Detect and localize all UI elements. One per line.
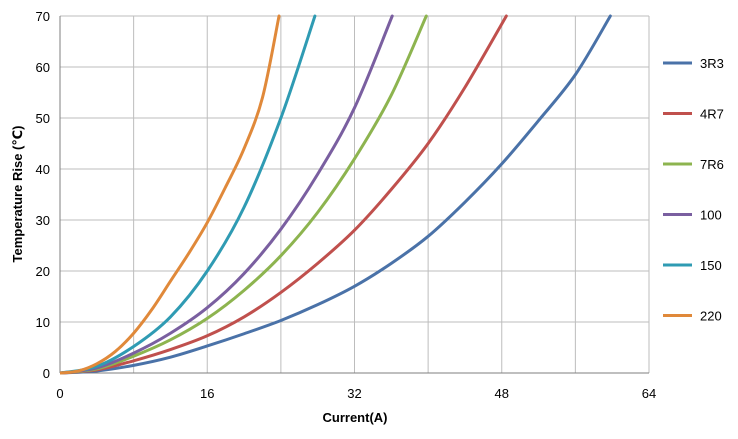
series-line-150 bbox=[60, 14, 317, 375]
x-tick-label: 32 bbox=[347, 386, 361, 401]
y-tick-label: 60 bbox=[36, 60, 50, 75]
x-tick-label: 48 bbox=[495, 386, 509, 401]
y-tick-label: 30 bbox=[36, 213, 50, 228]
y-axis-ticks: 0 10 20 30 40 50 60 70 bbox=[36, 9, 50, 381]
legend-label-7R6: 7R6 bbox=[700, 157, 724, 172]
legend-label-100: 100 bbox=[700, 208, 722, 223]
series-lines bbox=[60, 14, 612, 375]
legend-label-3R3: 3R3 bbox=[700, 56, 724, 71]
series-line-100 bbox=[60, 14, 394, 375]
x-axis-ticks: 0 16 32 48 64 bbox=[56, 386, 656, 401]
legend-label-4R7: 4R7 bbox=[700, 107, 724, 122]
series-line-3R3 bbox=[60, 14, 612, 375]
y-tick-label: 10 bbox=[36, 315, 50, 330]
y-tick-label: 0 bbox=[43, 366, 50, 381]
series-line-220 bbox=[60, 14, 281, 375]
x-tick-label: 0 bbox=[56, 386, 63, 401]
x-tick-label: 64 bbox=[642, 386, 656, 401]
y-tick-label: 40 bbox=[36, 162, 50, 177]
series-line-7R6 bbox=[60, 14, 428, 375]
x-tick-label: 16 bbox=[200, 386, 214, 401]
grid bbox=[59, 15, 650, 374]
legend-label-150: 150 bbox=[700, 258, 722, 273]
legend: 3R3 4R7 7R6 100 150 220 bbox=[663, 56, 724, 324]
y-tick-label: 20 bbox=[36, 264, 50, 279]
y-axis-label: Temperature Rise (℃) bbox=[10, 126, 25, 263]
y-tick-label: 70 bbox=[36, 9, 50, 24]
series-line-4R7 bbox=[60, 14, 508, 375]
y-tick-label: 50 bbox=[36, 111, 50, 126]
legend-label-220: 220 bbox=[700, 309, 722, 324]
x-axis-label: Current(A) bbox=[323, 410, 388, 425]
